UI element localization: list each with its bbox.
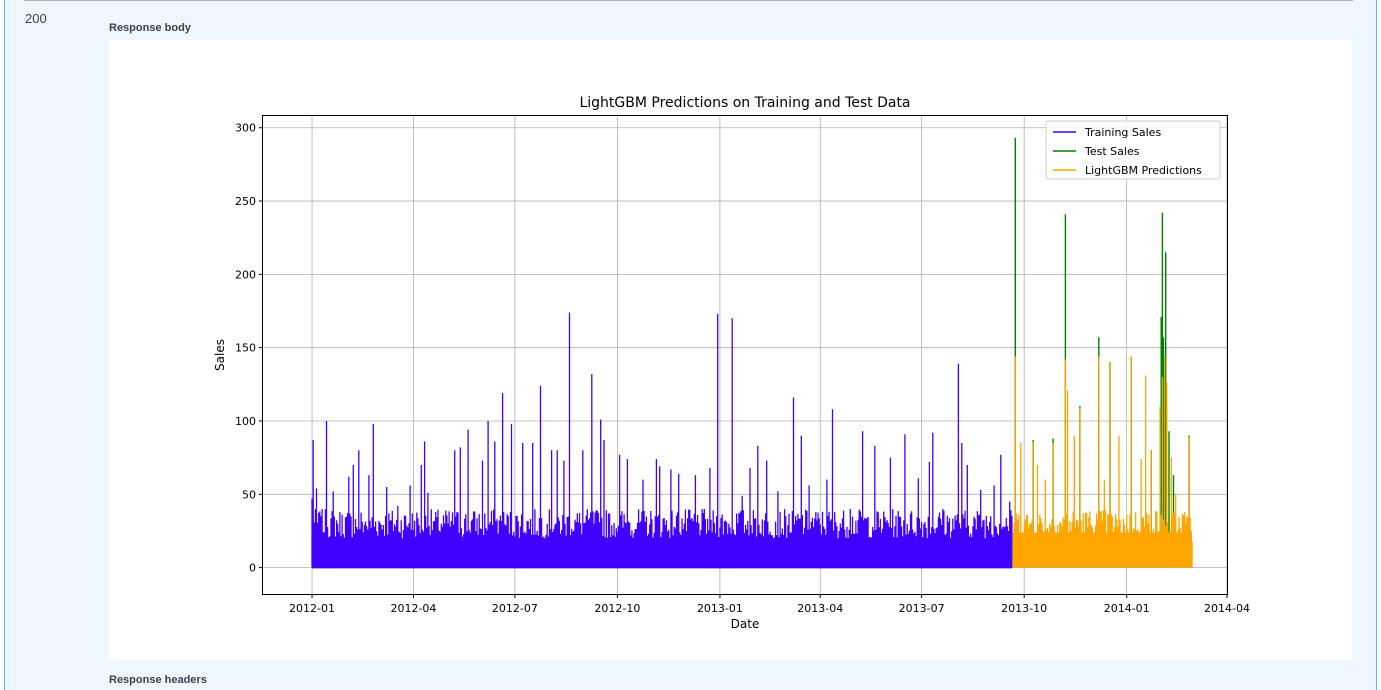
response-headers-label: Response headers (109, 674, 207, 686)
y-tick-label: 200 (235, 268, 256, 281)
x-tick-label: 2012-04 (390, 602, 436, 615)
y-tick-label: 300 (235, 122, 256, 135)
sales-chart: LightGBM Predictions on Training and Tes… (213, 95, 1250, 631)
x-tick-label: 2012-10 (594, 602, 640, 615)
y-tick-label: 150 (235, 342, 256, 355)
x-tick-label: 2014-01 (1104, 602, 1150, 615)
x-tick-label: 2013-04 (797, 602, 843, 615)
y-tick-label: 0 (249, 562, 256, 575)
x-tick-label: 2013-10 (1001, 602, 1047, 615)
y-tick-label: 100 (235, 415, 256, 428)
chart-title: LightGBM Predictions on Training and Tes… (579, 95, 910, 111)
response-body-label: Response body (109, 22, 191, 34)
x-tick-label: 2014-04 (1204, 602, 1250, 615)
response-body: LightGBM Predictions on Training and Tes… (109, 40, 1352, 660)
x-axis-label: Date (731, 617, 760, 631)
y-tick-label: 50 (242, 488, 256, 501)
legend-label: LightGBM Predictions (1085, 164, 1202, 177)
y-axis-label: Sales (213, 339, 227, 371)
status-code: 200 (25, 11, 47, 26)
legend-label: Test Sales (1084, 145, 1140, 158)
x-tick-label: 2012-01 (289, 602, 335, 615)
legend-box (1045, 120, 1221, 180)
training-sales-line (311, 312, 1014, 568)
lightgbm-predictions-band (1013, 532, 1192, 568)
divider (24, 0, 1353, 1)
y-tick-label: 250 (235, 195, 256, 208)
legend-label: Training Sales (1084, 126, 1161, 139)
x-tick-label: 2012-07 (492, 602, 538, 615)
plot-frame (262, 115, 1228, 595)
x-tick-label: 2013-01 (697, 602, 743, 615)
x-tick-label: 2013-07 (899, 602, 945, 615)
